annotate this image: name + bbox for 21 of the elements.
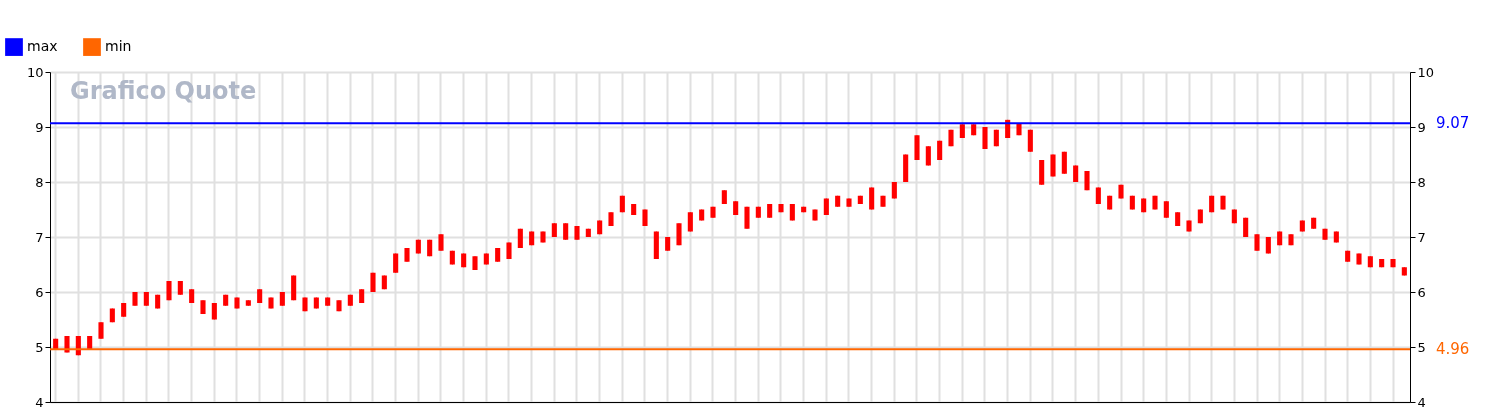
legend-label: max xyxy=(27,38,58,55)
y2-tick-label: 5 xyxy=(1417,339,1426,355)
y-tick-label: 10 xyxy=(26,64,44,80)
y-tick-label: 7 xyxy=(35,229,44,245)
text: 4.96 xyxy=(1436,340,1470,359)
y2-tick-label: 9 xyxy=(1417,119,1426,135)
y-tick-label: 8 xyxy=(35,174,44,190)
y2-tick-label: 7 xyxy=(1417,229,1426,245)
candlestick xyxy=(687,211,693,232)
y-tick-label: 9 xyxy=(35,119,44,135)
candlestick xyxy=(925,145,931,166)
y-tick-label: 4 xyxy=(35,394,44,410)
y2-tick-label: 10 xyxy=(1417,64,1435,80)
y2-tick-label: 4 xyxy=(1417,394,1426,410)
y2-tick-label: 6 xyxy=(1417,284,1426,300)
y2-tick-label: 8 xyxy=(1417,174,1426,190)
y-tick-label: 5 xyxy=(35,339,44,355)
chart-title: Grafico Quote xyxy=(70,77,257,105)
y-tick-label: 6 xyxy=(35,284,44,300)
text: 9.07 xyxy=(1436,114,1470,133)
legend-label: min xyxy=(105,38,132,55)
